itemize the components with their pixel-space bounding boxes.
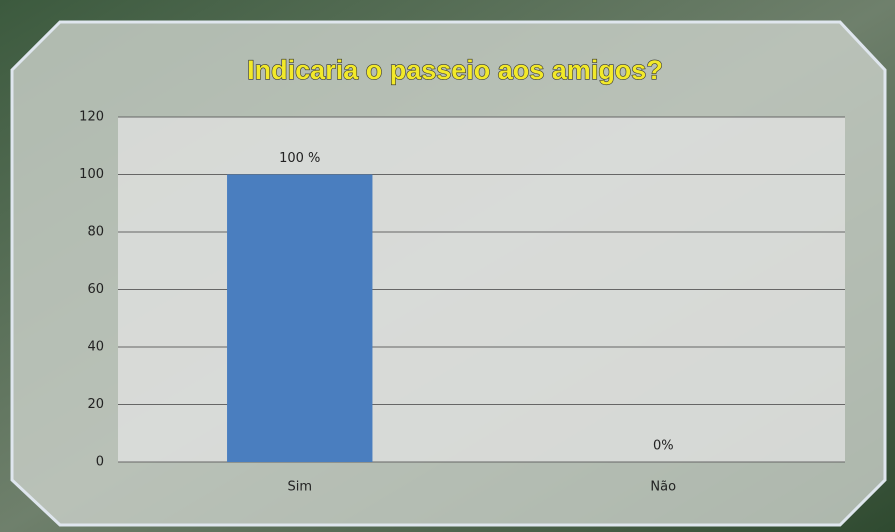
x-tick-label: Não: [650, 480, 676, 495]
y-tick-label: 20: [87, 397, 104, 412]
bar: [227, 174, 373, 462]
value-label: 0%: [653, 439, 674, 454]
y-tick-label: 60: [87, 282, 104, 297]
y-tick-label: 100: [79, 167, 104, 182]
value-label: 100 %: [279, 151, 320, 166]
y-tick-label: 80: [87, 225, 104, 240]
y-tick-label: 0: [96, 455, 104, 470]
y-tick-label: 40: [87, 340, 104, 355]
x-tick-label: Sim: [287, 480, 312, 495]
chart-title: Indicaria o passeio aos amigos?: [247, 55, 663, 85]
y-tick-label: 120: [79, 110, 104, 125]
